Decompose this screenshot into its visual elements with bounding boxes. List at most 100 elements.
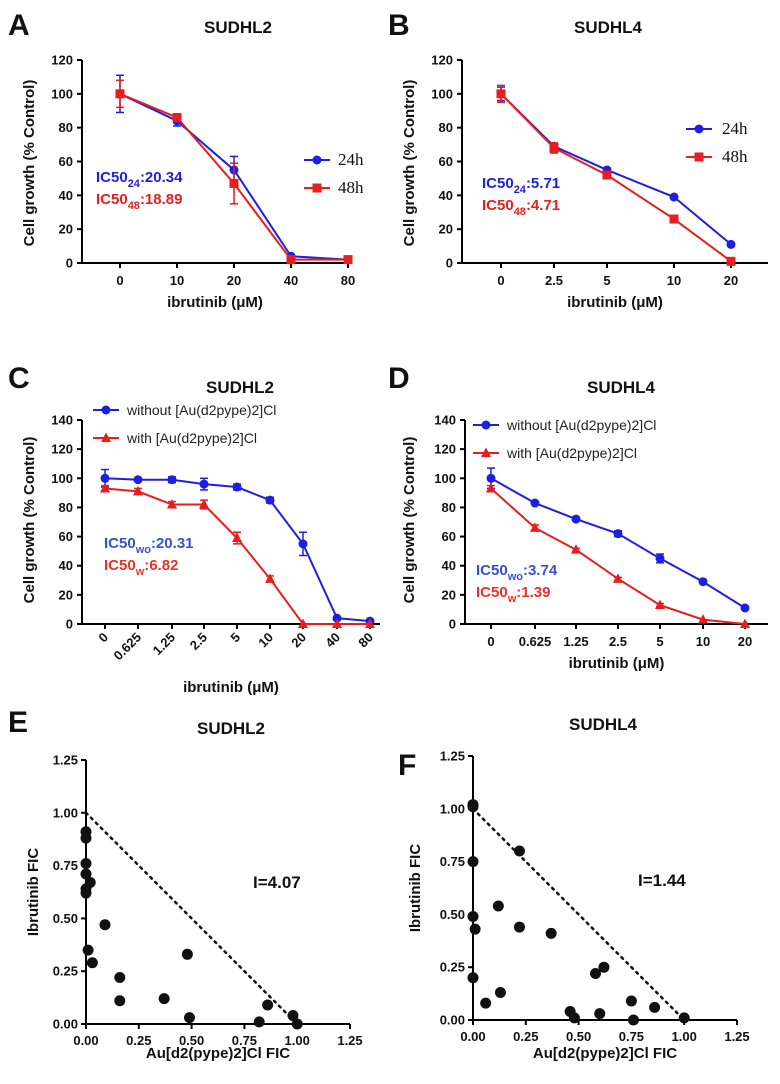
- legend-label: without [Au(d2pype)2]Cl: [506, 417, 656, 433]
- data-point: [613, 573, 623, 583]
- data-point: [602, 170, 612, 180]
- legend-label: with [Au(d2pype)2]Cl: [126, 430, 257, 446]
- panel-letter: B: [388, 9, 410, 42]
- panel-d: D SUDHL4 ibrutinib (μM) Cell growth (% Cont…: [388, 362, 768, 672]
- legend-label: with [Au(d2pype)2]Cl: [506, 445, 637, 461]
- data-point: [172, 113, 182, 123]
- data-point: [726, 256, 736, 266]
- data-point: [115, 89, 125, 99]
- y-tick-label: 100: [51, 471, 73, 486]
- x-axis-label: Au[d2(pype)2]Cl FIC: [146, 1045, 290, 1062]
- x-tick-label: 5: [656, 634, 663, 649]
- ic50-annotation: IC50wo:20.31: [104, 535, 194, 556]
- ic50-annotation: IC50wo:3.74: [476, 562, 558, 583]
- x-axis-label: Au[d2(pype)2]Cl FIC: [533, 1045, 677, 1062]
- fic-point: [625, 995, 637, 1007]
- x-tick-label: 1.00: [285, 1033, 310, 1048]
- y-tick-label: 0.50: [440, 907, 465, 922]
- x-tick-label: 20: [724, 273, 738, 288]
- legend: without [Au(d2pype)2]Cl with [Au(d2pype)2…: [93, 402, 276, 446]
- fic-point: [86, 957, 98, 969]
- fic-point: [181, 948, 193, 960]
- data-point: [549, 143, 559, 153]
- x-tick-label: 10: [170, 273, 184, 288]
- fic-point: [80, 868, 92, 880]
- data-point: [669, 192, 679, 202]
- y-tick-label: 1.00: [53, 805, 78, 820]
- series-b: [496, 84, 736, 266]
- x-tick-label: 1.25: [337, 1033, 362, 1048]
- legend: without [Au(d2pype)2]Cl with [Au(d2pype)2…: [473, 417, 656, 461]
- fic-point: [114, 972, 126, 984]
- data-point: [232, 532, 242, 543]
- data-point: [199, 499, 209, 509]
- x-tick-label: 0.50: [179, 1033, 204, 1048]
- fic-point: [183, 1012, 195, 1024]
- y-tick-label: 60: [59, 529, 73, 544]
- data-point: [265, 573, 275, 583]
- ic50-annotation: IC50w:6.82: [104, 557, 178, 578]
- data-point: [332, 613, 342, 623]
- panel-f: F SUDHL4 Au[d2(pype)2]Cl FIC Ibrutinib FIC 0…: [398, 715, 750, 1062]
- data-point: [698, 577, 708, 587]
- fic-point: [598, 961, 610, 973]
- fic-point: [678, 1012, 690, 1024]
- y-tick-label: 80: [59, 120, 73, 135]
- legend-marker: [694, 124, 704, 134]
- x-tick-label: 0.75: [619, 1029, 644, 1044]
- y-tick-label: 140: [51, 413, 73, 428]
- y-tick-label: 40: [59, 558, 73, 573]
- series-line: [490, 487, 746, 625]
- chart-title: SUDHL2: [206, 378, 274, 397]
- fic-point: [545, 927, 557, 939]
- x-tick-label: 1.25: [563, 634, 588, 649]
- y-tick-label: 0: [66, 256, 73, 271]
- series-b: [100, 482, 375, 628]
- x-tick-label: 1.25: [150, 630, 179, 659]
- panel-letter: A: [8, 9, 30, 42]
- interaction-index: I=1.44: [638, 871, 686, 890]
- panel-letter: D: [388, 362, 410, 395]
- data-point: [496, 89, 506, 99]
- series-a: [486, 467, 750, 613]
- data-point: [726, 239, 736, 249]
- data-point: [265, 495, 275, 505]
- ic50-annotation: IC5024:20.34: [96, 169, 183, 190]
- fic-point: [480, 997, 492, 1009]
- y-tick-label: 80: [439, 120, 453, 135]
- panel-letter: C: [8, 362, 30, 395]
- y-tick-label: 120: [51, 53, 73, 68]
- y-tick-label: 0.25: [53, 964, 78, 979]
- panel-letter: E: [8, 706, 28, 739]
- y-axis-label: Ibrutinib FIC: [407, 844, 424, 932]
- data-point: [133, 475, 143, 485]
- x-tick-label: 20: [288, 630, 309, 651]
- data-point: [740, 603, 750, 613]
- series-b: [486, 482, 750, 628]
- fic-point: [467, 856, 479, 868]
- chart-title: SUDHL2: [197, 719, 265, 738]
- chart-title: SUDHL2: [204, 18, 272, 37]
- data-point: [740, 618, 750, 628]
- data-point: [655, 553, 665, 563]
- y-tick-label: 1.25: [53, 753, 78, 768]
- legend-label: without [Au(d2pype)2]Cl: [126, 402, 276, 418]
- y-tick-label: 1.00: [440, 801, 465, 816]
- fic-point: [262, 999, 274, 1011]
- data-point: [365, 618, 375, 628]
- panel-c: C SUDHL2 ibrutinib (μM) Cell growth (% Cont…: [8, 362, 380, 696]
- series-b: [115, 79, 353, 265]
- panel-letter: F: [398, 749, 416, 782]
- x-tick-label: 20: [738, 634, 752, 649]
- y-tick-label: 0.00: [440, 1013, 465, 1028]
- chart-title: SUDHL4: [569, 715, 638, 734]
- y-tick-label: 120: [431, 53, 453, 68]
- data-point: [486, 482, 496, 493]
- y-axis-label: Cell growth (% Control): [21, 80, 38, 247]
- x-tick-label: 0.625: [111, 630, 145, 664]
- data-point: [100, 473, 110, 483]
- y-tick-label: 0: [449, 617, 456, 632]
- y-tick-label: 0.75: [53, 858, 78, 873]
- legend-marker: [101, 405, 111, 415]
